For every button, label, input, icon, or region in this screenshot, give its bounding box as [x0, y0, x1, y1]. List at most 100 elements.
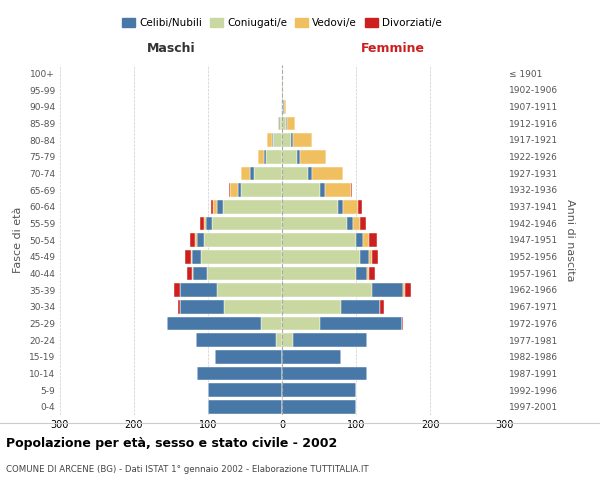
Bar — [372, 250, 378, 264]
Bar — [224, 300, 282, 314]
Bar — [337, 200, 343, 213]
Bar — [282, 166, 308, 180]
Bar — [208, 383, 282, 397]
Bar — [320, 183, 325, 197]
Bar — [282, 250, 360, 264]
Bar — [282, 366, 367, 380]
Bar — [180, 300, 224, 314]
Bar — [241, 183, 282, 197]
Bar — [196, 333, 276, 347]
Bar — [193, 266, 206, 280]
Y-axis label: Anni di nascita: Anni di nascita — [565, 198, 575, 281]
Bar — [196, 233, 197, 247]
Bar — [217, 200, 223, 213]
Bar — [361, 216, 365, 230]
Bar — [325, 183, 351, 197]
Bar — [197, 366, 282, 380]
Bar — [192, 250, 200, 264]
Bar — [215, 350, 282, 364]
Bar — [284, 100, 286, 114]
Bar — [261, 316, 282, 330]
Text: Maschi: Maschi — [146, 42, 196, 55]
Bar — [223, 200, 282, 213]
Bar — [200, 216, 203, 230]
Bar — [308, 166, 311, 180]
Bar — [282, 183, 320, 197]
Bar — [293, 333, 367, 347]
Bar — [402, 316, 403, 330]
Bar — [380, 300, 384, 314]
Bar — [279, 116, 280, 130]
Bar — [185, 250, 191, 264]
Bar — [217, 283, 282, 297]
Bar — [282, 333, 293, 347]
Bar — [283, 100, 284, 114]
Text: Popolazione per età, sesso e stato civile - 2002: Popolazione per età, sesso e stato civil… — [6, 438, 337, 450]
Bar — [257, 150, 263, 164]
Bar — [282, 100, 283, 114]
Bar — [282, 283, 372, 297]
Bar — [405, 283, 411, 297]
Bar — [203, 216, 206, 230]
Bar — [286, 116, 287, 130]
Bar — [241, 166, 250, 180]
Bar — [238, 183, 241, 197]
Bar — [167, 316, 261, 330]
Bar — [211, 200, 213, 213]
Bar — [206, 216, 212, 230]
Bar — [282, 216, 347, 230]
Bar — [370, 266, 375, 280]
Bar — [287, 116, 295, 130]
Bar — [276, 333, 282, 347]
Bar — [282, 350, 341, 364]
Bar — [282, 150, 297, 164]
Bar — [291, 133, 293, 147]
Bar — [208, 400, 282, 413]
Bar — [282, 200, 337, 213]
Bar — [278, 116, 279, 130]
Bar — [343, 200, 358, 213]
Bar — [282, 300, 341, 314]
Bar — [300, 150, 326, 164]
Bar — [272, 133, 273, 147]
Bar — [356, 266, 367, 280]
Bar — [403, 283, 405, 297]
Legend: Celibi/Nubili, Coniugati/e, Vedovi/e, Divorziati/e: Celibi/Nubili, Coniugati/e, Vedovi/e, Di… — [118, 14, 446, 32]
Bar — [356, 233, 364, 247]
Bar — [263, 150, 266, 164]
Bar — [230, 183, 238, 197]
Bar — [178, 300, 180, 314]
Bar — [282, 116, 286, 130]
Bar — [360, 250, 368, 264]
Bar — [320, 316, 402, 330]
Text: COMUNE DI ARCENE (BG) - Dati ISTAT 1° gennaio 2002 - Elaborazione TUTTITALIA.IT: COMUNE DI ARCENE (BG) - Dati ISTAT 1° ge… — [6, 466, 368, 474]
Bar — [282, 233, 356, 247]
Bar — [280, 116, 282, 130]
Bar — [364, 233, 370, 247]
Bar — [174, 283, 180, 297]
Bar — [347, 216, 353, 230]
Bar — [282, 400, 356, 413]
Bar — [273, 133, 282, 147]
Bar — [358, 200, 362, 213]
Bar — [267, 133, 272, 147]
Bar — [370, 233, 377, 247]
Bar — [254, 166, 282, 180]
Bar — [212, 216, 282, 230]
Bar — [297, 150, 300, 164]
Bar — [197, 233, 204, 247]
Bar — [293, 133, 311, 147]
Bar — [282, 383, 356, 397]
Bar — [180, 283, 217, 297]
Bar — [281, 100, 282, 114]
Bar — [204, 233, 282, 247]
Bar — [191, 250, 192, 264]
Bar — [367, 266, 370, 280]
Bar — [190, 233, 196, 247]
Bar — [200, 250, 282, 264]
Bar — [282, 316, 320, 330]
Bar — [206, 266, 282, 280]
Bar — [372, 283, 403, 297]
Bar — [282, 133, 291, 147]
Bar — [266, 150, 282, 164]
